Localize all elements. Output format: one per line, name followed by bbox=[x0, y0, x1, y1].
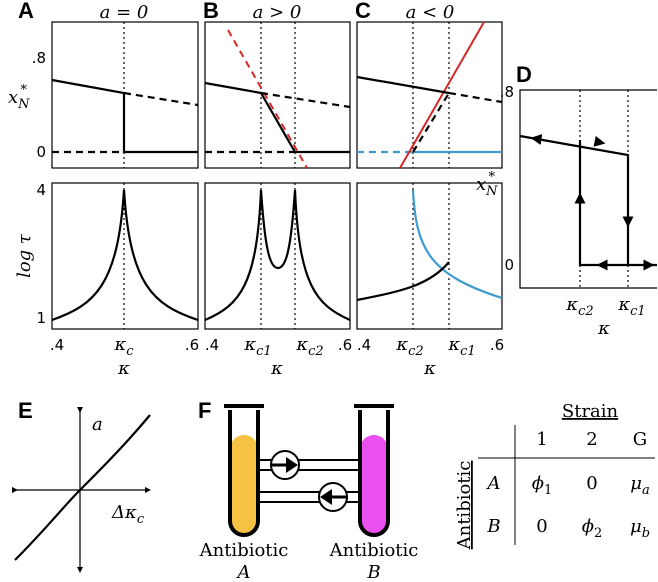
panel-label: D bbox=[516, 62, 532, 87]
cell: μa bbox=[630, 473, 649, 498]
tick: .6 bbox=[338, 336, 352, 354]
x-label: Δκc bbox=[111, 502, 145, 527]
row-header: A bbox=[486, 473, 501, 494]
figure: A a = 0 .8 0 xN* 4 1 log τ .4 κc .6 κ B … bbox=[0, 0, 658, 582]
panel-title: a < 0 bbox=[406, 2, 455, 23]
tick: .4 bbox=[205, 336, 219, 354]
tick: κc1 bbox=[447, 334, 475, 359]
panel-f: F Antibiotic A Antibiotic B Strain Antib… bbox=[198, 398, 655, 582]
col-header: 2 bbox=[586, 429, 597, 450]
col-group: Strain bbox=[562, 401, 619, 422]
panel-label: A bbox=[18, 0, 34, 23]
x-label: κ bbox=[423, 358, 436, 379]
x-label: κ bbox=[117, 358, 130, 379]
tube-label: A bbox=[236, 562, 251, 582]
panel-label: B bbox=[203, 0, 219, 23]
row-header: B bbox=[486, 516, 500, 537]
tick: 1 bbox=[36, 309, 46, 327]
tick: 0 bbox=[504, 256, 514, 274]
tick: κc1 bbox=[243, 334, 271, 359]
panel-d: D .8 0 xN* κc2 κc1 κ bbox=[476, 62, 657, 339]
cell: 0 bbox=[586, 473, 597, 494]
tube-label: Antibiotic bbox=[329, 540, 419, 561]
panel-title: a > 0 bbox=[253, 2, 302, 23]
tube-label: Antibiotic bbox=[199, 540, 289, 561]
tick: .6 bbox=[490, 336, 504, 354]
y-label: xN* bbox=[8, 83, 30, 112]
panel-label: C bbox=[355, 0, 371, 23]
y-label: xN* bbox=[476, 170, 498, 199]
cell: μb bbox=[630, 516, 650, 541]
tick: .8 bbox=[32, 49, 46, 67]
tick: κc bbox=[113, 334, 134, 359]
x-label: κ bbox=[270, 358, 283, 379]
y-label: log τ bbox=[14, 233, 35, 278]
y-label: a bbox=[92, 414, 103, 435]
panel-label: E bbox=[18, 398, 33, 423]
tick: 0 bbox=[36, 143, 46, 161]
tick: κc2 bbox=[565, 294, 593, 319]
panel-a: A a = 0 .8 0 xN* 4 1 log τ .4 κc .6 κ bbox=[8, 0, 199, 379]
tick: .4 bbox=[357, 336, 371, 354]
cell: ϕ1 bbox=[532, 473, 553, 498]
tick: κc1 bbox=[617, 294, 645, 319]
panel-e: E a Δκc bbox=[15, 398, 150, 570]
tick: 4 bbox=[36, 181, 46, 199]
row-group: Antibiotic bbox=[454, 461, 475, 551]
tick: κc2 bbox=[295, 334, 323, 359]
tick: .6 bbox=[185, 336, 199, 354]
cell: 0 bbox=[536, 516, 547, 537]
x-label: κ bbox=[597, 318, 610, 339]
panel-title: a = 0 bbox=[100, 2, 149, 23]
panel-b: B a > 0 .4 κc1 κc2 .6 κ bbox=[203, 0, 352, 379]
col-header: 1 bbox=[536, 429, 547, 450]
tick: .4 bbox=[50, 336, 64, 354]
tube-label: B bbox=[366, 562, 380, 582]
tick: .8 bbox=[500, 83, 514, 101]
tick: κc2 bbox=[395, 334, 423, 359]
col-header: G bbox=[633, 429, 647, 450]
panel-label: F bbox=[198, 398, 211, 423]
cell: ϕ2 bbox=[582, 516, 603, 541]
